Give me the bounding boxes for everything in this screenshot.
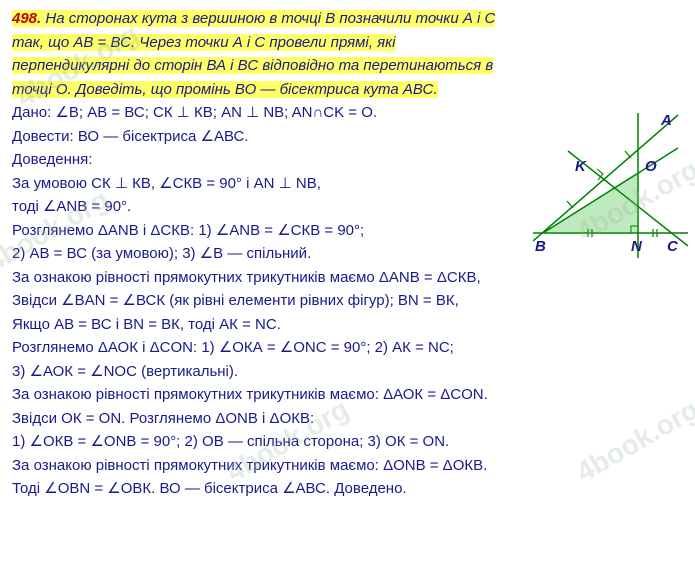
proof-line: За ознакою рівності прямокутних трикутни… (12, 384, 683, 407)
content: 498. На сторонах кута з вершиною в точці… (12, 8, 683, 501)
highlight-line: На сторонах кута з вершиною в точці В по… (45, 10, 495, 27)
proof-line: Звідси ∠BAN = ∠ВСК (як рівні елементи рі… (12, 290, 683, 313)
proof-line: Розглянемо ΔANB і ΔСКВ: 1) ∠ANB = ∠СКВ =… (12, 220, 552, 243)
proof-line: За ознакою рівності прямокутних трикутни… (12, 455, 683, 478)
problem-statement: 498. На сторонах кута з вершиною в точці… (12, 8, 683, 31)
proof-line: За умовою СК ⊥ КВ, ∠СКВ = 90° і AN ⊥ NB, (12, 173, 552, 196)
label-c: C (667, 238, 679, 255)
label-k: K (575, 158, 587, 175)
problem-number: 498. (12, 10, 41, 27)
proof-line: Звідси ОК = ON. Розглянемо ΔONB і ΔОКВ: (12, 408, 683, 431)
proof-line: 2) АВ = ВС (за умовою); 3) ∠В — спільний… (12, 243, 552, 266)
label-o: O (645, 158, 657, 175)
proof-line: За ознакою рівності прямокутних трикутни… (12, 267, 683, 290)
label-a: A (660, 113, 672, 129)
proof-line: 1) ∠ОКВ = ∠ONB = 90°; 2) ОВ — спільна ст… (12, 431, 683, 454)
proof-line: Доведення: (12, 149, 552, 172)
proof-line: тоді ∠ANB = 90°. (12, 196, 552, 219)
proof-line: 3) ∠АОК = ∠NOC (вертикальні). (12, 361, 683, 384)
proof-line: Якщо АВ = ВС і BN = ВК, тоді АК = NC. (12, 314, 683, 337)
proof-line: Довести: ВО — бісектриса ∠АВС. (12, 126, 552, 149)
highlight-line: так, що АВ = ВС. Через точки А і С прове… (12, 34, 396, 51)
label-b: B (535, 238, 546, 255)
geometry-diagram: A K O B N C (533, 113, 688, 258)
proof-line: Розглянемо ΔАОК і ΔCON: 1) ∠ОКА = ∠ONC =… (12, 337, 683, 360)
label-n: N (631, 238, 643, 255)
proof-line: Дано: ∠В; АВ = ВС; СК ⊥ КВ; AN ⊥ NB; AN∩… (12, 102, 552, 125)
proof-line: Тоді ∠OBN = ∠ОВК. ВО — бісектриса ∠АВС. … (12, 478, 683, 501)
highlight-line: перпендикулярні до сторін ВА і ВС відпов… (12, 57, 493, 74)
highlight-line: точці О. Доведіть, що промінь ВО — бісек… (12, 81, 438, 98)
